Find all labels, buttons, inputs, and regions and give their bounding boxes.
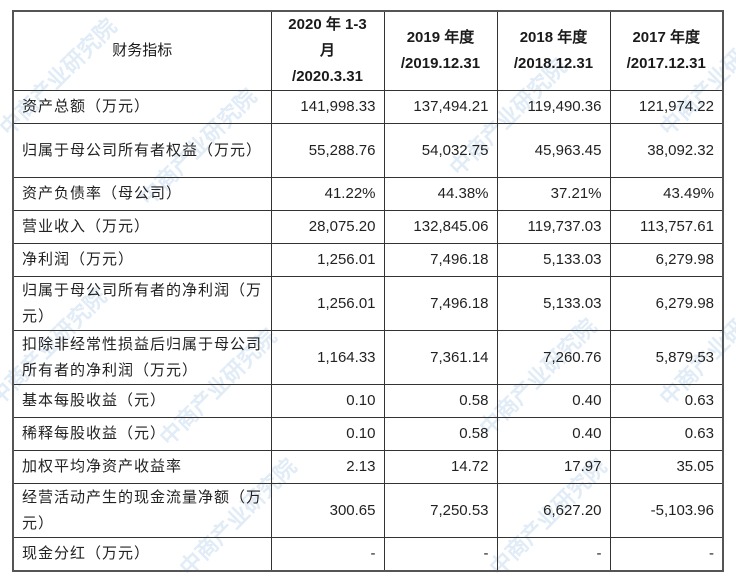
header-period-2017: 2017 年度/2017.12.31 [609,10,724,91]
cell-value: 37.21% [496,177,611,211]
row-label: 营业收入（万元） [12,210,272,244]
cell-value: 0.10 [270,417,385,451]
cell-value: 300.65 [270,483,385,538]
header-row: 财务指标 2020 年 1-3 月/2020.3.31 2019 年度/2019… [12,10,724,91]
cell-value: 137,494.21 [383,90,498,124]
header-period-2020q1: 2020 年 1-3 月/2020.3.31 [270,10,385,91]
table-row: 营业收入（万元） 28,075.20 132,845.06 119,737.03… [12,210,724,244]
cell-value: 1,164.33 [270,330,385,385]
cell-value: 7,496.18 [383,243,498,277]
cell-value: - [496,537,611,571]
cell-value: 54,032.75 [383,123,498,178]
cell-value: 45,963.45 [496,123,611,178]
cell-value: 5,133.03 [496,276,611,331]
cell-value: - [383,537,498,571]
cell-value: 7,496.18 [383,276,498,331]
cell-value: 5,133.03 [496,243,611,277]
row-label: 归属于母公司所有者的净利润（万元） [12,276,272,331]
cell-value: 0.10 [270,384,385,418]
cell-value: 119,490.36 [496,90,611,124]
cell-value: 17.97 [496,450,611,484]
cell-value: 43.49% [609,177,724,211]
cell-value: 55,288.76 [270,123,385,178]
row-label: 加权平均净资产收益率 [12,450,272,484]
row-label: 经营活动产生的现金流量净额（万元） [12,483,272,538]
cell-value: 0.63 [609,417,724,451]
row-label: 归属于母公司所有者权益（万元） [12,123,272,178]
cell-value: 1,256.01 [270,276,385,331]
cell-value: -5,103.96 [609,483,724,538]
table-row: 净利润（万元） 1,256.01 7,496.18 5,133.03 6,279… [12,243,724,277]
cell-value: 121,974.22 [609,90,724,124]
header-period-2018: 2018 年度/2018.12.31 [496,10,611,91]
cell-value: 113,757.61 [609,210,724,244]
cell-value: 0.58 [383,417,498,451]
row-label: 资产负债率（母公司） [12,177,272,211]
cell-value: 6,279.98 [609,243,724,277]
cell-value: 132,845.06 [383,210,498,244]
row-label: 基本每股收益（元） [12,384,272,418]
cell-value: - [270,537,385,571]
cell-value: 28,075.20 [270,210,385,244]
cell-value: 6,627.20 [496,483,611,538]
table-row: 资产总额（万元） 141,998.33 137,494.21 119,490.3… [12,90,724,124]
cell-value: 44.38% [383,177,498,211]
table-row: 稀释每股收益（元） 0.10 0.58 0.40 0.63 [12,417,724,451]
cell-value: 0.58 [383,384,498,418]
header-indicator: 财务指标 [12,10,272,91]
cell-value: - [609,537,724,571]
row-label: 稀释每股收益（元） [12,417,272,451]
cell-value: 5,879.53 [609,330,724,385]
cell-value: 0.40 [496,384,611,418]
cell-value: 119,737.03 [496,210,611,244]
cell-value: 14.72 [383,450,498,484]
cell-value: 41.22% [270,177,385,211]
table-row: 现金分红（万元） - - - - [12,537,724,571]
cell-value: 1,256.01 [270,243,385,277]
cell-value: 35.05 [609,450,724,484]
row-label: 现金分红（万元） [12,537,272,571]
cell-value: 7,260.76 [496,330,611,385]
table-row: 基本每股收益（元） 0.10 0.58 0.40 0.63 [12,384,724,418]
table-row: 归属于母公司所有者权益（万元） 55,288.76 54,032.75 45,9… [12,123,724,178]
financial-indicators-table: 财务指标 2020 年 1-3 月/2020.3.31 2019 年度/2019… [12,10,724,572]
table-row: 扣除非经常性损益后归属于母公司所有者的净利润（万元） 1,164.33 7,36… [12,330,724,385]
cell-value: 0.40 [496,417,611,451]
table-row: 经营活动产生的现金流量净额（万元） 300.65 7,250.53 6,627.… [12,483,724,538]
row-label: 资产总额（万元） [12,90,272,124]
cell-value: 6,279.98 [609,276,724,331]
cell-value: 0.63 [609,384,724,418]
cell-value: 38,092.32 [609,123,724,178]
header-period-2019: 2019 年度/2019.12.31 [383,10,498,91]
table-row: 加权平均净资产收益率 2.13 14.72 17.97 35.05 [12,450,724,484]
row-label: 净利润（万元） [12,243,272,277]
cell-value: 7,361.14 [383,330,498,385]
table-row: 资产负债率（母公司） 41.22% 44.38% 37.21% 43.49% [12,177,724,211]
cell-value: 2.13 [270,450,385,484]
table-row: 归属于母公司所有者的净利润（万元） 1,256.01 7,496.18 5,13… [12,276,724,331]
row-label: 扣除非经常性损益后归属于母公司所有者的净利润（万元） [12,330,272,385]
cell-value: 141,998.33 [270,90,385,124]
cell-value: 7,250.53 [383,483,498,538]
